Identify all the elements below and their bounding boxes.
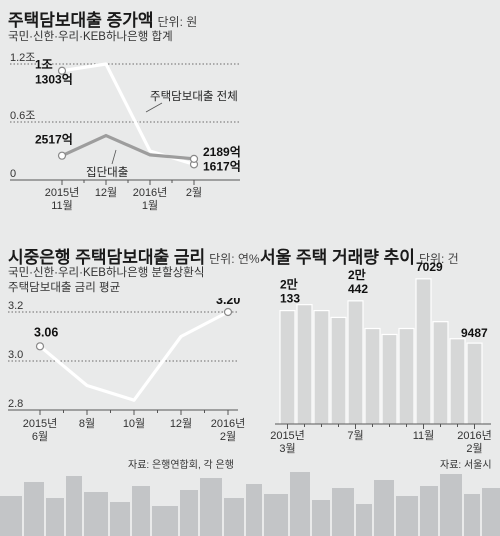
skyline-building (374, 480, 394, 536)
chart2-title: 시중은행 주택담보대출 금리 단위: 연% (8, 243, 260, 268)
skyline-building (132, 486, 150, 536)
skyline-building (332, 488, 354, 536)
chart1-subtitle: 국민·신한·우리·KEB하나은행 합계 (8, 31, 173, 43)
chart3-bar (279, 309, 296, 425)
chart3-bar-label: 9487 (461, 326, 488, 340)
source-left: 자료: 은행연합회, 각 은행 (128, 460, 234, 471)
skyline-building (482, 488, 500, 536)
chart3-bar (364, 327, 381, 425)
chart1-data-label: 1617억 (203, 159, 241, 173)
chart1-unit: 단위: 원 (157, 15, 198, 29)
chart1-xtick-label: 2016년 1월 (133, 186, 168, 212)
skyline-building (440, 474, 462, 536)
chart3-title: 서울 주택 거래량 추이 단위: 건 (260, 243, 459, 268)
chart3-bar-label: 2만 442 (348, 267, 368, 296)
skyline-building (110, 502, 130, 536)
chart1-xtick-label: 12월 (95, 186, 117, 199)
chart2-point (223, 307, 233, 317)
chart3-bar-label: 2만 133 (280, 277, 300, 306)
chart3-bar-label: 1만7029 (416, 262, 443, 274)
chart2-xtick-label: 2016년 2월 (211, 417, 246, 443)
chart1-series-leader (111, 149, 117, 165)
skyline-building (152, 506, 178, 536)
skyline-building (396, 496, 418, 536)
chart2-subtitle-1: 국민·신한·우리·KEB하나은행 분할상환식 (8, 267, 205, 279)
chart3-bar (466, 342, 483, 425)
chart1-xtick-label: 2월 (186, 186, 202, 199)
chart3-bar (432, 321, 449, 425)
skyline-building (84, 492, 108, 536)
chart3-xtick-label: 2015년 3월 (270, 429, 305, 455)
chart1-series-line (61, 133, 195, 161)
chart1-series-name: 집단대출 (86, 166, 128, 179)
chart3-xtick-label: 7월 (347, 429, 363, 442)
chart1-point (57, 66, 67, 75)
chart1-title-text: 주택담보대출 증가액 (8, 11, 154, 30)
chart2-title-text: 시중은행 주택담보대출 금리 (8, 248, 206, 267)
skyline-building (0, 496, 22, 536)
chart2-point (35, 342, 45, 351)
chart3-bar (313, 309, 330, 425)
chart3-xtick-label: 11월 (413, 429, 435, 442)
chart2-ytick-label: 2.8 (8, 398, 23, 410)
chart1-ytick-label: 0 (10, 168, 16, 180)
chart2-data-label: 3.20 (216, 298, 240, 307)
chart2-xtick-label: 10월 (123, 417, 145, 430)
chart3-bar (296, 304, 313, 425)
chart3-bar (449, 338, 466, 425)
skyline-building (66, 476, 82, 536)
skyline-building (224, 498, 244, 536)
chart3-bar (415, 278, 432, 425)
chart2-xtick-label: 2015년 6월 (23, 417, 58, 443)
chart1-point (189, 154, 199, 163)
chart3-bar (347, 300, 364, 425)
skyline-building (24, 482, 44, 536)
chart2-series-line (38, 310, 229, 402)
chart2-data-label: 3.06 (34, 325, 58, 339)
chart2-subtitle-2: 주택담보대출 금리 평균 (8, 282, 121, 294)
chart1-svg: 0 0.6조 1.2조 2015년 11월 12월 2016년 1월 2월 1조 1303억 1617… (10, 52, 241, 212)
chart2-svg: 2.8 3.0 3.2 2015년 6월 8월 10월 12월 2016년 2월 3.06 3.20 (8, 298, 246, 443)
chart2-ytick-label: 3.2 (8, 300, 23, 312)
chart1-data-label: 1조 1303억 (35, 58, 73, 87)
chart2-ytick-label: 3.0 (8, 349, 23, 361)
skyline-building (290, 472, 310, 536)
skyline-building (356, 504, 372, 536)
chart3-bar (330, 316, 347, 425)
skyline-building (420, 486, 438, 536)
chart1-data-label: 2189억 (203, 145, 241, 159)
chart1-ytick-label: 0.6조 (10, 110, 35, 122)
chart2-xtick-label: 8월 (79, 417, 95, 430)
chart2-unit: 단위: 연% (209, 252, 260, 266)
chart3-title-text: 서울 주택 거래량 추이 (260, 248, 415, 267)
chart3-unit: 단위: 건 (418, 252, 459, 266)
chart3-xtick-label: 2016년 2월 (457, 429, 492, 455)
skyline-building (46, 498, 64, 536)
chart2-xtick-label: 12월 (170, 417, 192, 430)
source-right: 자료: 서울시 (440, 460, 492, 471)
chart1-ytick-label: 1.2조 (10, 52, 35, 64)
skyline-building (464, 494, 480, 536)
skyline-building (180, 490, 198, 536)
chart1-series-line (61, 62, 195, 166)
chart1-series-leader (145, 102, 163, 113)
skyline-building (246, 484, 262, 536)
chart1-title: 주택담보대출 증가액 단위: 원 (8, 6, 197, 31)
city-skyline-illustration (0, 472, 500, 536)
chart1-series-name: 주택담보대출 전체 (150, 90, 238, 103)
chart3-bar (398, 327, 415, 425)
chart1-point (57, 151, 67, 160)
chart1-xtick-label: 2015년 11월 (45, 186, 80, 212)
skyline-building (200, 478, 222, 536)
chart1-data-label: 2517억 (35, 133, 73, 147)
skyline-building (312, 500, 330, 536)
chart3-bar (381, 333, 398, 425)
skyline-building (264, 494, 288, 536)
